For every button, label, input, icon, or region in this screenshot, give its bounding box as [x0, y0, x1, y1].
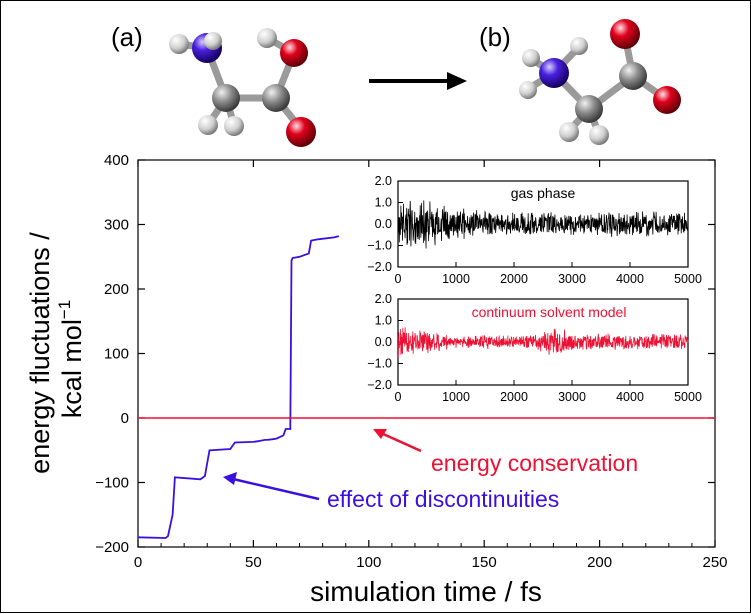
main-x-tick-label: 100	[356, 554, 381, 571]
main-y-tick-label: 300	[104, 217, 129, 234]
y-label-line2: kcal mol−1	[55, 300, 87, 418]
inset-x-tick-label: 4000	[616, 272, 644, 286]
inset-noise-series	[397, 200, 689, 249]
inset-x-tick-label: 5000	[674, 272, 702, 286]
inset-y-tick-label: 1.0	[375, 314, 392, 328]
inset-noise-series	[397, 327, 689, 358]
main-y-tick-label: 200	[104, 281, 129, 298]
inset-x-tick-label: 2000	[500, 390, 528, 404]
inset-y-tick-label: 0.0	[375, 335, 392, 349]
main-x-tick-label: 50	[245, 554, 262, 571]
molecule-b	[519, 19, 681, 145]
main-x-axis-label: simulation time / fs	[310, 576, 542, 607]
discontinuities-label: effect of discontinuities	[327, 486, 559, 512]
main-y-tick-label: 100	[104, 346, 129, 363]
main-x-tick-label: 0	[134, 554, 142, 571]
discontinuities-annotation: effect of discontinuities	[223, 472, 559, 512]
energy-conservation-annotation: energy conservation	[373, 429, 638, 476]
inset-x-tick-label: 4000	[616, 390, 644, 404]
inset-continuum: 0 1000 2000 3000 4000 5000 2.0 1.0 0.0 −1.0 −2.0 c…	[367, 292, 702, 404]
inset-x-tick-label: 1000	[442, 272, 470, 286]
inset-x-tick-label: 0	[395, 390, 402, 404]
series-discontinuous-energy	[137, 235, 340, 539]
energy-conservation-label: energy conservation	[431, 450, 638, 476]
inset-y-tick-label: −2.0	[367, 260, 392, 274]
inset-y-tick-label: 0.0	[375, 217, 392, 231]
main-x-tick-label: 200	[587, 554, 612, 571]
y-label-unit: kcal mol	[57, 319, 87, 418]
y-label-line1: energy fluctuations /	[25, 232, 55, 474]
main-y-tick-label: −100	[95, 475, 129, 492]
panel-label-a: (a)	[111, 22, 143, 52]
inset-x-tick-label: 5000	[674, 390, 702, 404]
main-y-axis-label: energy fluctuations / kcal mol−1	[25, 232, 87, 474]
inset-y-tick-label: −1.0	[367, 357, 392, 371]
inset2-title: continuum solvent model	[472, 304, 627, 320]
inset-y-tick-label: 1.0	[375, 196, 392, 210]
panel-label-b: (b)	[479, 22, 511, 52]
inset-y-tick-label: −1.0	[367, 239, 392, 253]
main-x-tick-label: 250	[702, 554, 727, 571]
main-y-tick-label: 400	[104, 152, 129, 169]
molecule-a	[169, 28, 316, 147]
transition-arrow	[369, 72, 467, 90]
main-y-tick-label: −200	[95, 539, 129, 556]
inset-y-tick-label: −2.0	[367, 378, 392, 392]
main-x-tick-label: 150	[472, 554, 497, 571]
inset-x-tick-label: 0	[395, 272, 402, 286]
inset-x-tick-label: 3000	[558, 272, 586, 286]
main-chart: 0 50 100 150 200 250 −200 −100 0 100 200 300 400	[95, 152, 727, 571]
main-y-tick-label: 0	[121, 410, 129, 427]
inset-x-tick-label: 2000	[500, 272, 528, 286]
y-label-superscript: −1	[55, 300, 74, 319]
inset-x-tick-label: 1000	[442, 390, 470, 404]
inset1-title: gas phase	[511, 185, 576, 201]
inset-y-tick-label: 2.0	[375, 174, 392, 188]
inset-gas-phase: 0 1000 2000 3000 4000 5000 2.0 1.0 0.0 −1.0 −2.0 g…	[367, 174, 702, 286]
inset-y-tick-label: 2.0	[375, 292, 392, 306]
inset-x-tick-label: 3000	[558, 390, 586, 404]
